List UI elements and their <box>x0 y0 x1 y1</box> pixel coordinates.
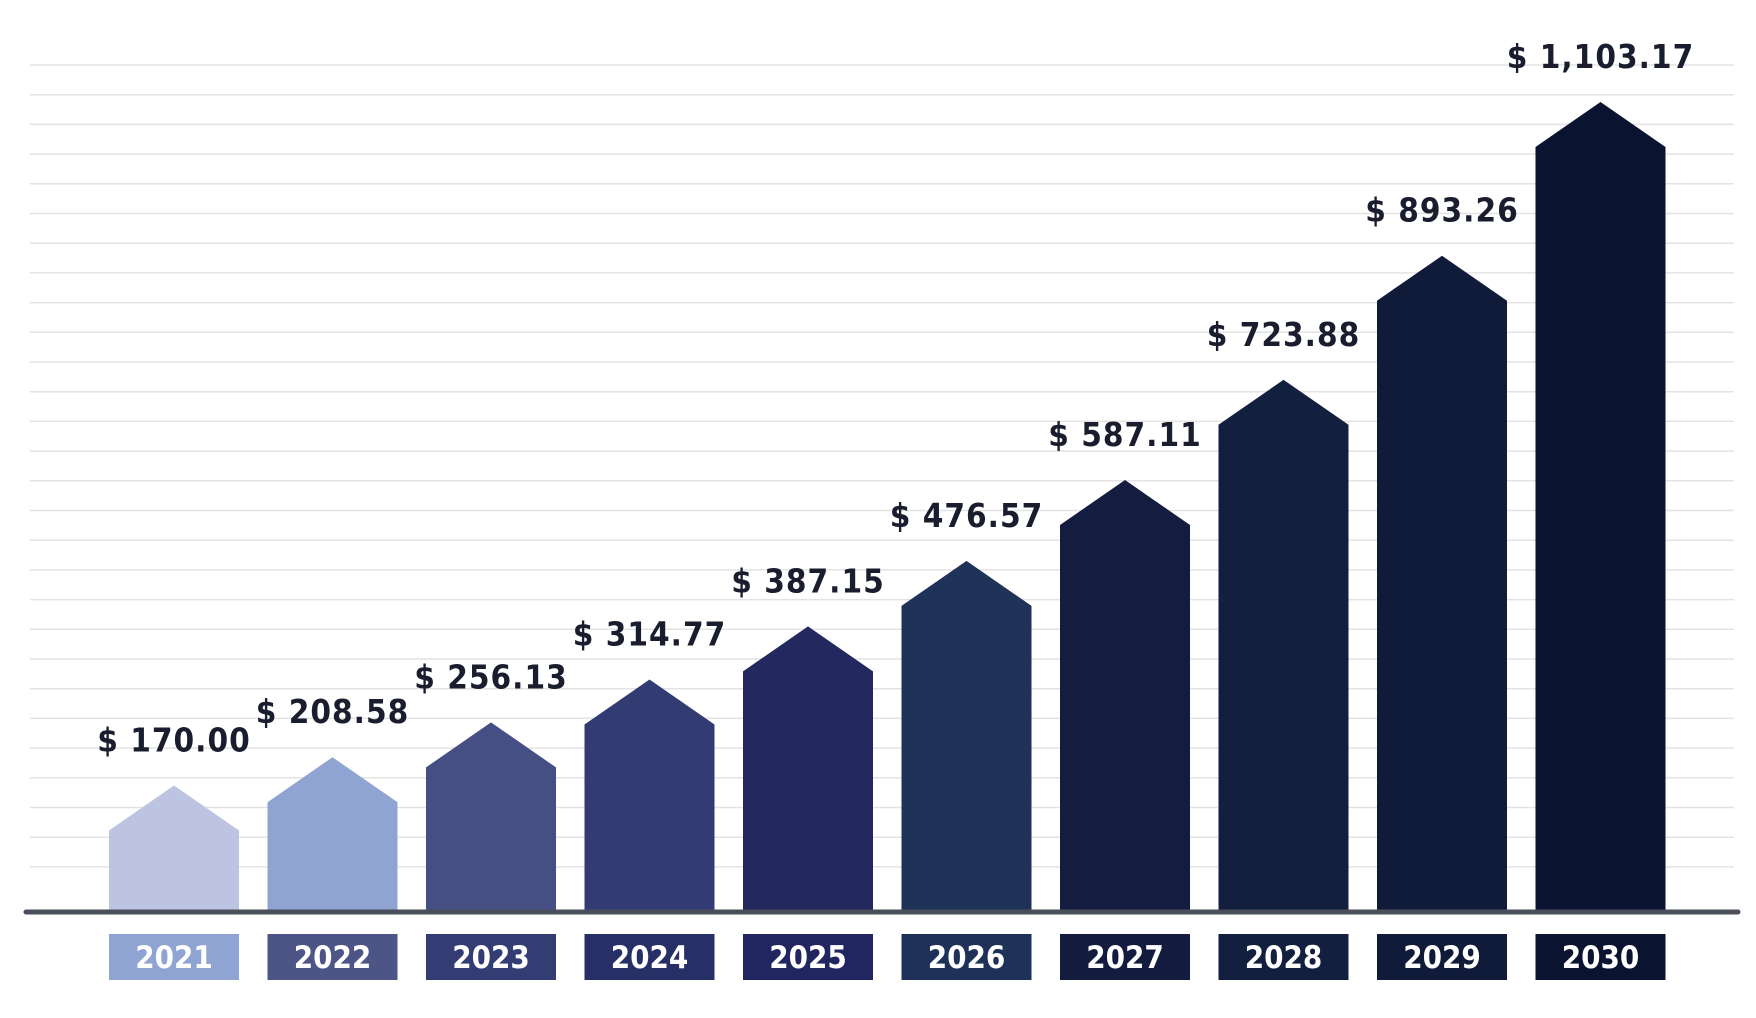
value-label-2027: $ 587.11 <box>1048 415 1202 454</box>
bar-2030 <box>1535 102 1666 910</box>
category-label-2021: 2021 <box>135 940 213 976</box>
bar-2029 <box>1377 255 1507 910</box>
category-box-2029 <box>1377 934 1507 980</box>
value-label-2023: $ 256.13 <box>414 657 568 696</box>
value-label-2026: $ 476.57 <box>890 496 1044 535</box>
category-label-2024: 2024 <box>611 940 689 976</box>
category-box-2026 <box>901 934 1032 980</box>
category-label-2023: 2023 <box>452 940 530 976</box>
value-labels: $ 170.00$ 208.58$ 256.13$ 314.77$ 387.15… <box>97 37 1695 760</box>
value-label-2025: $ 387.15 <box>731 561 885 600</box>
bar-2022 <box>267 757 398 910</box>
bar-2021 <box>109 785 239 910</box>
category-label-2028: 2028 <box>1245 940 1323 976</box>
value-label-2022: $ 208.58 <box>256 692 410 731</box>
category-label-2026: 2026 <box>928 940 1006 976</box>
bar-2028 <box>1218 379 1349 910</box>
category-box-2030 <box>1535 934 1666 980</box>
category-label-2027: 2027 <box>1086 940 1164 976</box>
category-box-2028 <box>1218 934 1349 980</box>
category-box-2022 <box>267 934 398 980</box>
value-label-2028: $ 723.88 <box>1207 315 1361 354</box>
category-labels: 2021 2022 2023 2024 2025 2026 2027 2028 2029 2030 <box>109 934 1666 980</box>
bar-2023 <box>426 722 556 910</box>
bar-2027 <box>1060 480 1190 910</box>
category-label-2025: 2025 <box>769 940 847 976</box>
category-label-2029: 2029 <box>1403 940 1481 976</box>
category-box-2024 <box>584 934 715 980</box>
category-label-2030: 2030 <box>1562 940 1640 976</box>
value-label-2030: $ 1,103.17 <box>1507 37 1695 76</box>
category-box-2025 <box>743 934 873 980</box>
bars <box>109 102 1666 910</box>
category-box-2023 <box>426 934 556 980</box>
bar-2026 <box>901 560 1032 910</box>
bar-2025 <box>743 626 873 910</box>
category-box-2021 <box>109 934 239 980</box>
category-label-2022: 2022 <box>294 940 372 976</box>
value-label-2021: $ 170.00 <box>97 721 251 760</box>
bar-2024 <box>584 679 715 910</box>
value-label-2029: $ 893.26 <box>1365 191 1519 230</box>
category-box-2027 <box>1060 934 1190 980</box>
value-label-2024: $ 314.77 <box>573 615 727 654</box>
